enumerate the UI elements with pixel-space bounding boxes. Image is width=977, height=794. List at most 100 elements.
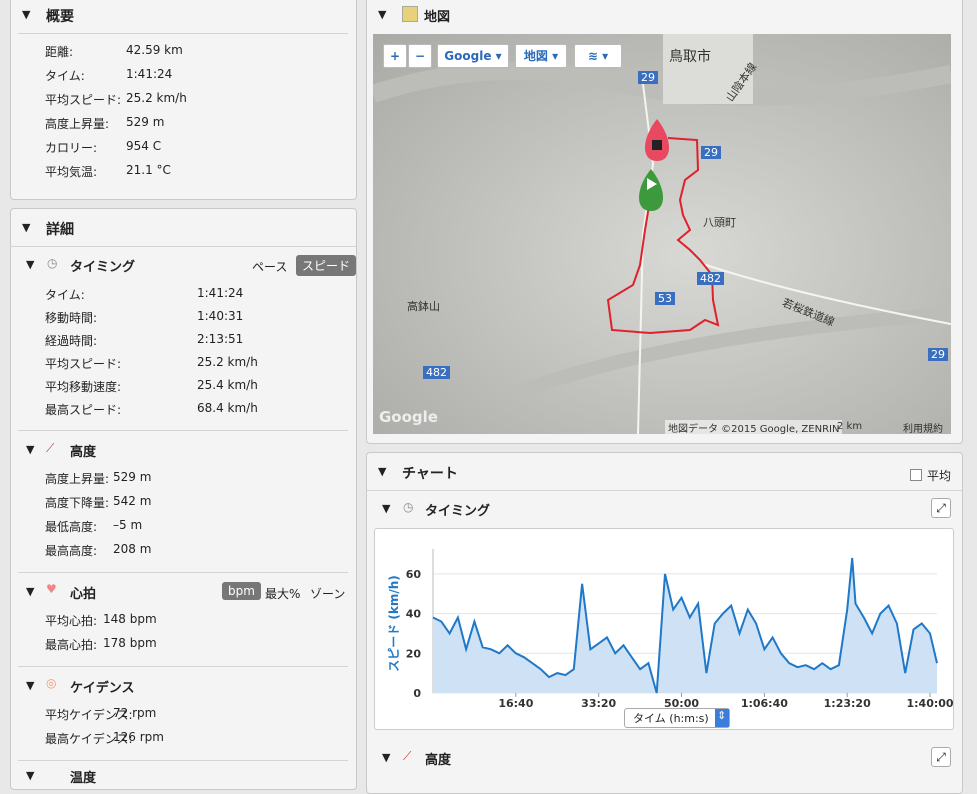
collapse-icon[interactable]: ▼ xyxy=(382,502,391,515)
row-label: 経過時間: xyxy=(45,334,98,348)
summary-title: 概要 xyxy=(46,9,74,25)
row-label: 移動時間: xyxy=(45,311,98,325)
map-label: 八頭町 xyxy=(703,216,736,229)
row-label: タイム: xyxy=(45,69,85,83)
zoom-in[interactable]: + xyxy=(383,44,407,68)
row-value: 25.2 km/h xyxy=(126,91,187,105)
clock-icon: ◷ xyxy=(403,500,414,514)
row-value: 208 m xyxy=(113,542,152,556)
row-label: 最高高度: xyxy=(45,544,98,558)
google-logo: Google xyxy=(379,408,438,426)
speed-line xyxy=(432,557,938,694)
toggle[interactable]: 最大% xyxy=(265,587,301,601)
heart-title: 心拍 xyxy=(70,587,97,602)
details-panel xyxy=(10,208,357,790)
heart-icon: ♥ xyxy=(46,582,57,596)
row-label: カロリー: xyxy=(45,141,98,155)
x-axis-select[interactable]: タイム (h:m:s) ⇕ xyxy=(624,708,730,728)
average-checkbox[interactable] xyxy=(910,469,922,481)
map-label: 53 xyxy=(655,292,675,305)
collapse-icon[interactable]: ▼ xyxy=(378,8,387,21)
map-label: 29 xyxy=(701,146,721,159)
row-value: 2:13:51 xyxy=(197,332,244,346)
row-label: 高度上昇量: xyxy=(45,472,110,486)
altitude-title: 高度 xyxy=(70,445,97,460)
row-label: 最高スピード: xyxy=(45,403,122,417)
collapse-icon[interactable]: ▼ xyxy=(22,221,31,234)
layers-button[interactable]: ≋ ▾ xyxy=(574,44,622,68)
row-label: 平均スピード: xyxy=(45,357,122,371)
toggle[interactable]: ゾーン xyxy=(310,587,346,601)
y-tick-label: 60 xyxy=(406,568,422,581)
altitude-icon: ⟋ xyxy=(403,749,412,763)
select-arrow: ⇕ xyxy=(714,709,729,727)
row-label: 最低高度: xyxy=(45,520,98,534)
collapse-icon[interactable]: ▼ xyxy=(22,8,31,21)
chart-section-title: タイミング xyxy=(425,504,491,519)
speed-area xyxy=(433,558,937,693)
row-label: 距離: xyxy=(45,45,74,59)
row-value: 1:41:24 xyxy=(126,67,173,81)
map-label: 482 xyxy=(423,366,450,379)
row-value: 1:40:31 xyxy=(197,309,244,323)
row-value: 21.1 °C xyxy=(126,163,171,177)
collapse-icon[interactable]: ▼ xyxy=(378,465,387,478)
row-value: 529 m xyxy=(113,470,152,484)
x-tick-label: 50:00 xyxy=(664,697,699,710)
row-value: 126 rpm xyxy=(113,730,164,744)
maptype-label: 地図 xyxy=(523,49,548,63)
timing-title: タイミング xyxy=(70,260,136,275)
row-value: 542 m xyxy=(113,494,152,508)
collapse-icon[interactable]: ▼ xyxy=(26,443,35,456)
map-label: 29 xyxy=(928,348,948,361)
expand-button[interactable]: ⤢ xyxy=(931,747,951,767)
row-value: 25.4 km/h xyxy=(197,378,258,392)
row-value: 529 m xyxy=(126,115,165,129)
map-label: 高鉢山 xyxy=(407,300,440,313)
zoom-out[interactable]: − xyxy=(408,44,432,68)
row-value: 954 C xyxy=(126,139,162,153)
x-tick-label: 33:20 xyxy=(581,697,616,710)
divider xyxy=(18,760,348,761)
x-axis-select-label: タイム (h:m:s) xyxy=(633,712,709,725)
collapse-icon[interactable]: ▼ xyxy=(382,751,391,764)
provider-label: Google xyxy=(444,49,492,63)
maptype-select[interactable]: 地図 ▾ xyxy=(515,44,567,68)
toggle[interactable]: ペース xyxy=(252,260,288,274)
y-axis-label: スピード (km/h) xyxy=(387,575,401,672)
x-tick-label: 1:40:00 xyxy=(907,697,954,710)
toggle-active[interactable]: スピード xyxy=(296,255,357,276)
row-label: 最高ケイデンス: xyxy=(45,732,133,746)
toggle-active[interactable]: bpm xyxy=(222,582,261,600)
cadence-title: ケイデンス xyxy=(70,681,135,696)
altitude-icon: ⟋ xyxy=(46,441,55,455)
row-label: タイム: xyxy=(45,288,85,302)
row-label: 平均ケイデンス: xyxy=(45,708,133,722)
row-value: 25.2 km/h xyxy=(197,355,258,369)
row-label: 平均心拍: xyxy=(45,614,98,628)
average-label: 平均 xyxy=(927,469,952,483)
x-tick-label: 16:40 xyxy=(498,697,533,710)
map-graphics xyxy=(373,34,951,434)
cadence-icon: ◎ xyxy=(46,676,57,690)
collapse-icon[interactable]: ▼ xyxy=(26,585,35,598)
row-value: 148 bpm xyxy=(103,612,157,626)
provider-select[interactable]: Google ▾ xyxy=(437,44,509,68)
collapse-icon[interactable]: ▼ xyxy=(26,258,35,271)
temperature-title: 温度 xyxy=(70,771,97,786)
divider xyxy=(18,666,348,667)
collapse-icon[interactable]: ▼ xyxy=(26,679,35,692)
map[interactable]: + − Google ▾ 地図 ▾ ≋ ▾ 鳥取市 山陰本線 29 29 八頭町… xyxy=(373,34,951,434)
row-value: –5 m xyxy=(113,518,143,532)
x-tick-label: 1:23:20 xyxy=(824,697,871,710)
terms-link[interactable]: 利用規約 xyxy=(903,424,943,434)
attribution: 地図データ ©2015 Google, ZENRIN xyxy=(665,420,843,434)
y-tick-label: 0 xyxy=(413,687,421,700)
row-label: 平均気温: xyxy=(45,165,98,179)
divider xyxy=(18,33,348,34)
y-tick-label: 40 xyxy=(406,608,422,621)
row-label: 平均スピード: xyxy=(45,93,122,107)
expand-button[interactable]: ⤢ xyxy=(931,498,951,518)
scale: 2 km xyxy=(837,421,863,432)
map-label: 29 xyxy=(638,71,658,84)
